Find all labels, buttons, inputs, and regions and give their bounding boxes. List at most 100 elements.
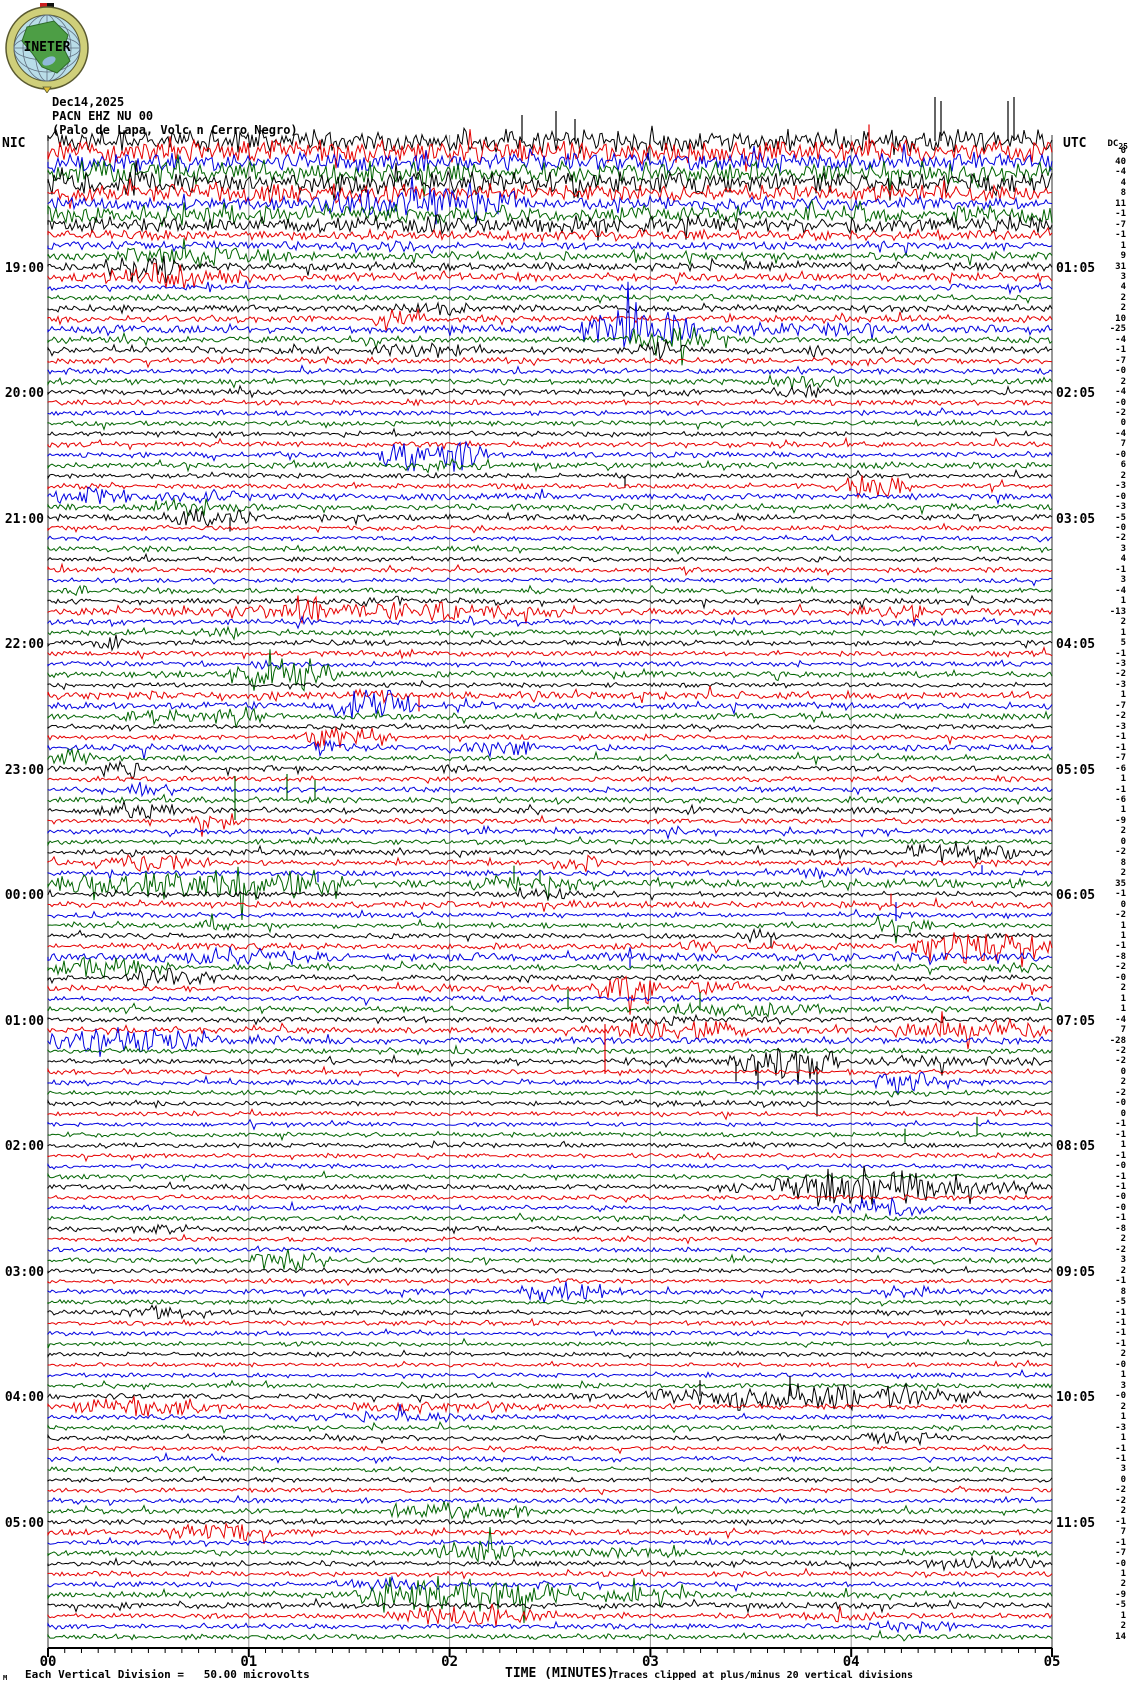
- trace-row-74: [47, 908, 1053, 920]
- x-axis-tick-label: 02: [441, 1654, 459, 1670]
- trace-row-90: [47, 1071, 1053, 1094]
- trace-row-40: [47, 552, 1053, 563]
- dc-offset-value: -3: [1115, 679, 1126, 690]
- dc-offset-value: -2: [1115, 1495, 1126, 1506]
- dc-offset-value: 2: [1120, 826, 1126, 837]
- dc-offset-value: 7: [1120, 1025, 1126, 1036]
- station-location-label: (Palo de Lapa, Volc n Cerro Negro): [52, 123, 298, 137]
- trace-row-91: [47, 1088, 1053, 1098]
- dc-offset-value: -1: [1115, 1443, 1126, 1454]
- trace-row-60: [47, 760, 1053, 781]
- trace-row-22: [47, 364, 1053, 376]
- dc-offset-value: 11: [1115, 198, 1126, 209]
- dc-offset-value: 3: [1120, 271, 1126, 282]
- dc-offset-value: 1: [1120, 930, 1126, 941]
- trace-row-93: [47, 1108, 1053, 1121]
- dc-offset-value: -0: [1115, 1161, 1126, 1172]
- dc-offset-value: -7: [1115, 219, 1126, 230]
- dc-offset-value: 2: [1120, 868, 1126, 879]
- trace-row-116: [47, 1349, 1053, 1359]
- dc-offset-value: -2: [1115, 711, 1126, 722]
- dc-offset-value: -2: [1115, 847, 1126, 858]
- dc-offset-column-header: DC25: [1107, 139, 1128, 151]
- right-time-label: 05:05: [1056, 762, 1096, 778]
- dc-offset-value: 3: [1120, 1464, 1126, 1475]
- trace-row-97: [47, 1151, 1053, 1163]
- dc-offset-value: -1: [1115, 564, 1126, 575]
- dc-offset-value: 0: [1120, 146, 1126, 157]
- trace-row-51: [47, 649, 1053, 692]
- dc-offset-value: 3: [1120, 1380, 1126, 1391]
- dc-offset-value: -6: [1115, 794, 1126, 805]
- dc-offset-value: -0: [1115, 1192, 1126, 1203]
- trace-row-50: [47, 659, 1053, 670]
- dc-offset-value: -2: [1115, 1056, 1126, 1067]
- dc-offset-value: 4: [1120, 282, 1126, 293]
- trace-row-23: [47, 373, 1053, 390]
- x-axis-tick-label: 00: [39, 1654, 57, 1670]
- dc-offset-value: 4: [1120, 177, 1126, 188]
- trace-row-105: [47, 1233, 1053, 1246]
- trace-row-95: [47, 1130, 1053, 1142]
- trace-row-57: [47, 725, 1053, 749]
- dc-offset-value: 9: [1120, 251, 1126, 262]
- trace-row-84: [47, 1013, 1053, 1027]
- trace-row-42: [47, 577, 1053, 587]
- trace-row-80: [47, 967, 1053, 988]
- right-time-label: 10:05: [1056, 1390, 1096, 1406]
- trace-row-75: [47, 913, 1053, 944]
- trace-row-123: [47, 1420, 1053, 1435]
- dc-offset-value: -2: [1115, 1485, 1126, 1496]
- dc-offset-value: -4: [1115, 428, 1126, 439]
- dc-offset-value: 2: [1120, 1579, 1126, 1590]
- dc-offset-value: -7: [1115, 355, 1126, 366]
- dc-offset-value: -1: [1115, 1182, 1126, 1192]
- trace-row-113: [47, 1317, 1053, 1327]
- trace-row-138: [47, 1575, 1053, 1593]
- dc-offset-value: 2: [1120, 303, 1126, 314]
- dc-offset-value: 10: [1115, 313, 1126, 324]
- dc-offset-value: -5: [1115, 1600, 1126, 1611]
- trace-row-43: [47, 584, 1053, 597]
- dc-offset-value: 0: [1120, 1108, 1126, 1119]
- trace-row-48: [47, 634, 1053, 652]
- dc-offset-value: -4: [1115, 167, 1126, 178]
- vertical-scale-note: Each Vertical Division = 50.00 microvolt…: [25, 1668, 310, 1681]
- trace-row-87: [47, 1044, 1053, 1056]
- dc-offset-value: -6: [1115, 763, 1126, 774]
- dc-offset-value: -1: [1115, 1307, 1126, 1318]
- dc-offset-value: 7: [1120, 1527, 1126, 1538]
- left-time-label: 00:00: [4, 888, 44, 904]
- dc-offset-value: -1: [1115, 1150, 1126, 1161]
- dc-offset-value: -8: [1115, 951, 1126, 962]
- trace-row-39: [47, 544, 1053, 555]
- trace-row-65: [47, 813, 1053, 837]
- dc-offset-value: -1: [1115, 732, 1126, 743]
- dc-offset-value: -1: [1115, 1129, 1126, 1140]
- dc-offset-value: 2: [1120, 292, 1126, 303]
- dc-offset-value: -1: [1115, 784, 1126, 795]
- trace-row-11: [47, 238, 1053, 268]
- trace-row-33: [47, 475, 1053, 500]
- dc-offset-value: -0: [1115, 449, 1126, 460]
- trace-row-13: [47, 262, 1053, 289]
- trace-row-137: [47, 1567, 1053, 1580]
- trace-row-131: [47, 1501, 1053, 1521]
- trace-row-115: [47, 1337, 1053, 1349]
- dc-offset-value: -1: [1115, 1119, 1126, 1130]
- trace-row-12: [47, 255, 1053, 283]
- trace-row-85: [47, 1011, 1053, 1050]
- dc-offset-value: 1: [1120, 596, 1126, 607]
- dc-offset-value: -2: [1115, 407, 1126, 418]
- dc-offset-value: -9: [1115, 1589, 1126, 1600]
- dc-offset-value: -3: [1115, 659, 1126, 669]
- station-label: PACN EHZ NU 00: [52, 109, 154, 123]
- dc-offset-value: -4: [1115, 387, 1126, 398]
- dc-offset-value: -5: [1115, 512, 1126, 523]
- trace-row-96: [47, 1139, 1053, 1150]
- trace-row-36: [47, 508, 1053, 528]
- dc-offset-value: 8: [1120, 857, 1126, 868]
- trace-row-20: [47, 338, 1052, 361]
- trace-row-120: [47, 1382, 1053, 1412]
